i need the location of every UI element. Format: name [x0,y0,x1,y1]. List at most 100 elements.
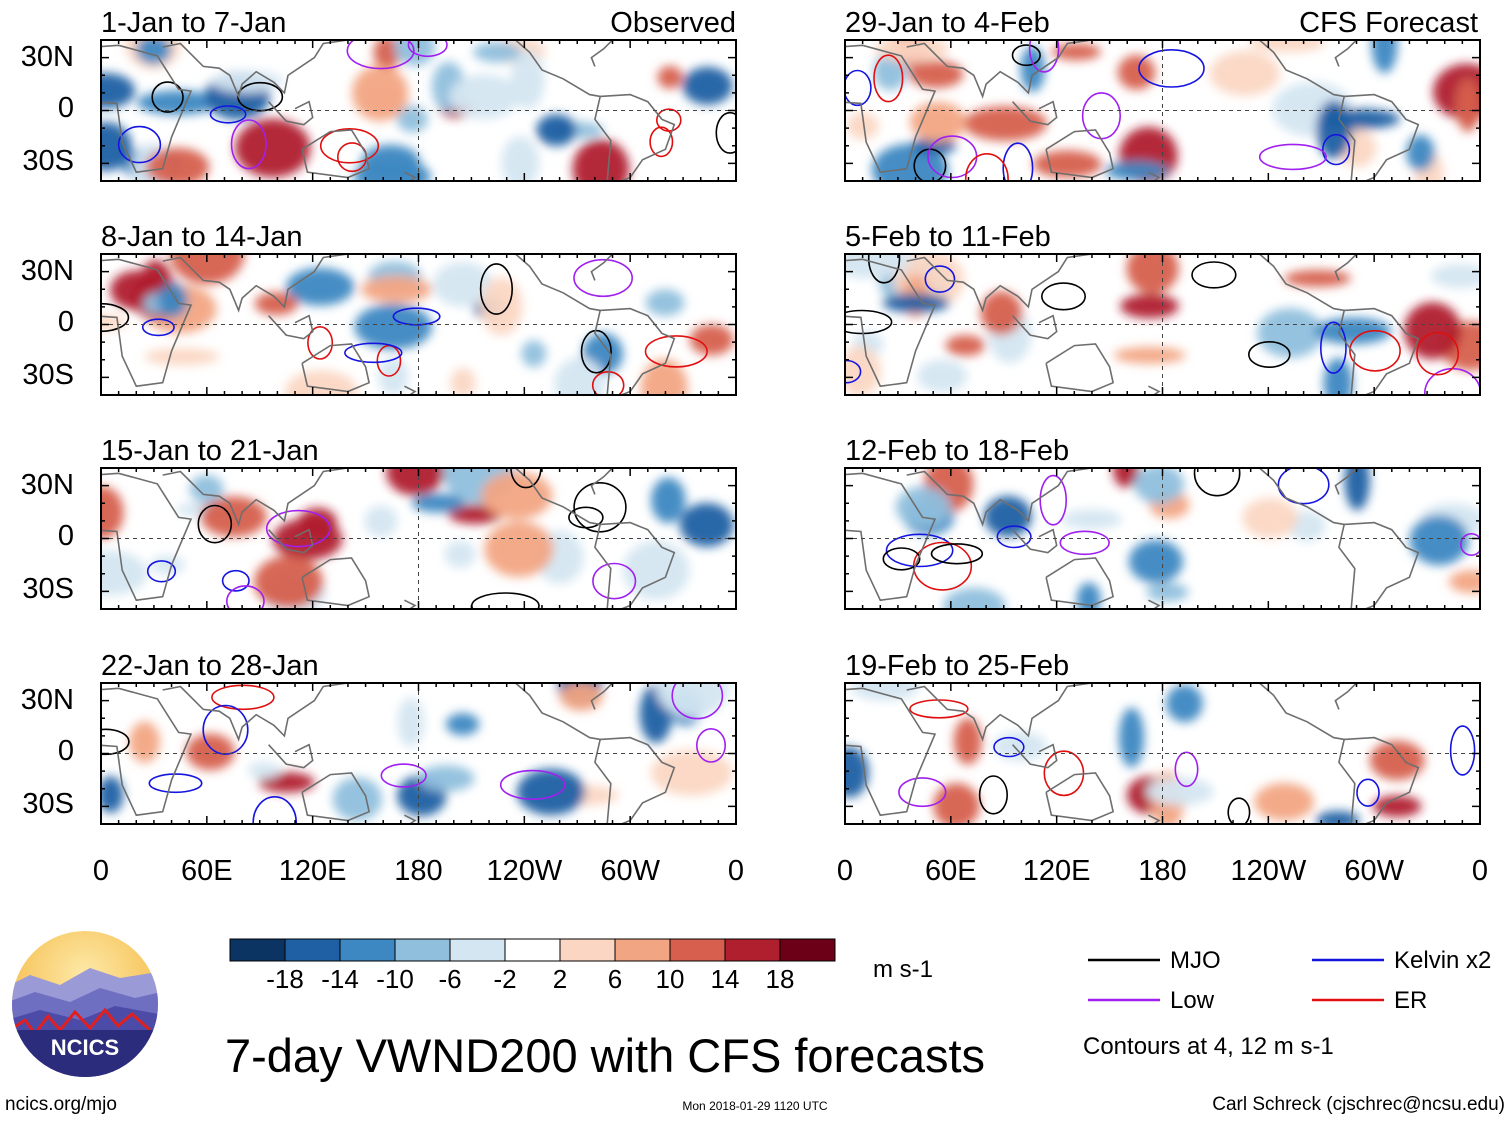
wave-contours [101,683,726,824]
chart-title: 7-day VWND200 with CFS forecasts [225,1029,985,1082]
map-panel: 19-Feb to 25-Feb [844,650,1481,825]
y-tick-label: 0 [58,520,74,552]
panel-ticks [100,39,737,182]
panel-period-label: 22-Jan to 28-Jan [101,650,319,682]
legend-item: MJO [1088,947,1221,974]
map-panel: 29-Jan to 4-Feb [844,7,1481,182]
colorbar-tick-label: 10 [656,964,685,994]
legend-label: MJO [1170,947,1221,974]
x-tick-label: 0 [93,855,109,887]
panel-period-label: 8-Jan to 14-Jan [101,221,303,253]
column-header-forecast: CFS Forecast [1299,7,1478,39]
coastlines [101,683,676,824]
colorbar-swatch [779,938,836,962]
column-header-observed: Observed [610,7,736,39]
coastlines [101,468,676,609]
panel-period-label: 29-Jan to 4-Feb [845,7,1050,39]
map-panel: 1-Jan to 7-Jan 30N 0 30S [21,7,737,182]
wave-contours [882,468,1480,591]
coastlines [845,254,1420,395]
legend-label: Kelvin x2 [1394,947,1491,974]
colorbar-tick-label: 2 [553,964,567,994]
legend-item: Kelvin x2 [1312,947,1491,974]
legend: MJO Kelvin x2 Low ER [1088,947,1491,1014]
contour-note: Contours at 4, 12 m s-1 [1083,1033,1334,1060]
legend-item: Low [1088,987,1215,1014]
anomaly-field [895,468,1480,609]
x-tick-label: 180 [1138,855,1186,887]
wave-contours [101,258,708,395]
anomaly-field [846,40,1480,181]
y-tick-label: 30S [22,573,74,605]
x-tick-label: 120E [1023,855,1091,887]
y-tick-label: 30N [21,255,74,287]
coastlines [845,40,1420,181]
colorbar-swatch [284,938,341,962]
x-tick-label: 0 [837,855,853,887]
panel-ticks [100,253,737,396]
x-tick-label: 60E [181,855,233,887]
colorbar-swatch [339,938,396,962]
x-tick-label: 120W [486,855,562,887]
colorbar-swatch [504,938,561,962]
colorbar-swatch [614,938,671,962]
y-tick-label: 30N [21,684,74,716]
footer-center: Mon 2018-01-29 1120 UTC [682,1099,828,1113]
colorbar-tick-label: -2 [493,964,516,994]
colorbar-swatch [559,938,616,962]
colorbar-tick-label: -10 [376,964,414,994]
legend-label: ER [1394,987,1427,1014]
wave-contours [845,254,1480,395]
x-tick-label: 60E [925,855,977,887]
y-tick-label: 30S [22,359,74,391]
map-panel: 8-Jan to 14-Jan 30N 0 30S [21,221,737,396]
panel-ticks [100,467,737,610]
panel-ticks [844,39,1481,182]
colorbar-tick-label: -6 [438,964,461,994]
ncics-logo: NCICS [12,931,158,1077]
y-tick-label: 30N [21,41,74,73]
colorbar-tick-label: 6 [608,964,622,994]
legend-label: Low [1170,987,1215,1014]
anomaly-field [101,468,734,609]
x-tick-label: 120E [279,855,347,887]
y-tick-label: 30S [22,145,74,177]
coastlines [845,683,1420,824]
colorbar-swatch [669,938,726,962]
colorbar-swatch [394,938,451,962]
x-tick-label: 60W [1344,855,1404,887]
y-tick-label: 0 [58,306,74,338]
footer-right: Carl Schreck (cjschrec@ncsu.edu) [1212,1094,1505,1115]
column-headers: Observed CFS Forecast [610,7,1478,39]
colorbar: -18 -14 -10 -6 -2 2 6 10 14 18 [229,938,836,994]
panel-period-label: 19-Feb to 25-Feb [845,650,1069,682]
map-panel: 5-Feb to 11-Feb [844,221,1481,396]
y-tick-label: 0 [58,735,74,767]
legend-item: ER [1312,987,1427,1014]
anomaly-field [845,254,1480,395]
panels: 1-Jan to 7-Jan 30N 0 30S 8-Jan to 14-Jan 30N 0… [21,7,1481,825]
logo-text: NCICS [51,1035,119,1060]
colorbar-swatch [229,938,286,962]
x-tick-label: 180 [394,855,442,887]
coastlines [101,40,676,181]
footer-left: ncics.org/mjo [5,1094,117,1115]
panel-ticks [100,682,737,825]
y-tick-label: 30N [21,469,74,501]
anomaly-field [845,683,1425,824]
anomaly-field [101,254,734,395]
map-panel: 15-Jan to 21-Jan 30N 0 30S [21,435,737,610]
x-tick-label: 0 [1472,855,1488,887]
colorbar-swatch [724,938,781,962]
panel-period-label: 1-Jan to 7-Jan [101,7,286,39]
panel-period-label: 12-Feb to 18-Feb [845,435,1069,467]
map-panel: 22-Jan to 28-Jan 30N 0 30S [21,650,737,825]
units-label: m s-1 [873,956,933,983]
x-tick-label: 120W [1230,855,1306,887]
colorbar-swatch [449,938,506,962]
x-tick-label: 60W [600,855,660,887]
colorbar-tick-label: -14 [321,964,359,994]
x-axis-labels: 0 60E 120E 180 120W 60W 0 0 60E 120E 180 120W 60W 0 [93,855,1488,887]
colorbar-tick-label: -18 [266,964,304,994]
